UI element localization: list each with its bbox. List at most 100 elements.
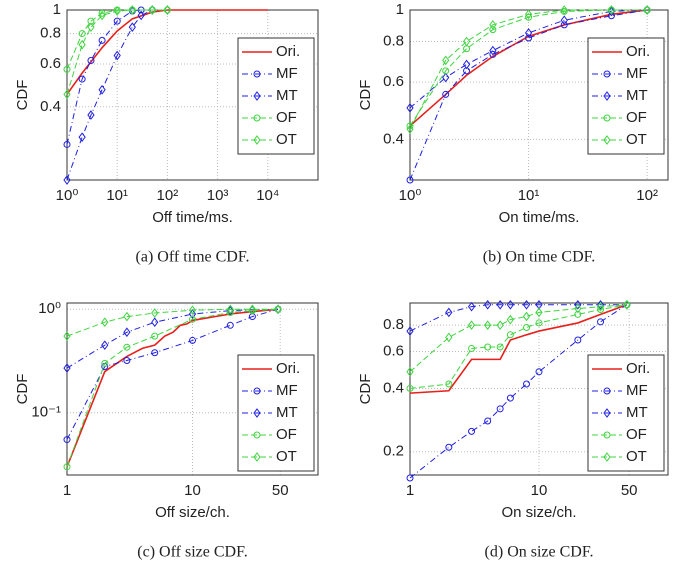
marker (63, 65, 71, 73)
marker (524, 9, 533, 20)
marker (445, 443, 453, 451)
legend-label: MT (276, 404, 298, 421)
marker (574, 303, 582, 314)
legend-label: Ori. (626, 43, 650, 60)
marker (253, 431, 261, 439)
caption: (a) Off time CDF. (136, 249, 250, 266)
legend-label: OF (276, 109, 297, 126)
panel: 1 10 50 0.2 0.4 0.6 0.8 On size/ch. CDF (d) On si… (357, 299, 669, 561)
marker (406, 384, 414, 392)
y-tick-label: 0.4 (383, 130, 404, 147)
series-line (409, 9, 648, 127)
marker (87, 110, 95, 120)
marker (189, 315, 196, 323)
marker (496, 320, 504, 331)
marker (78, 132, 86, 143)
marker (406, 366, 414, 377)
x-axis-label: Off time/ms. (152, 209, 233, 226)
marker (87, 17, 95, 25)
marker (506, 331, 514, 339)
marker (535, 319, 543, 327)
marker (63, 175, 71, 185)
x-axis-label: Off size/ch. (155, 504, 230, 521)
marker (253, 70, 261, 78)
marker (603, 135, 611, 145)
legend-label: MF (626, 382, 648, 399)
marker (406, 474, 414, 482)
y-tick-label: 10⁰ (38, 300, 61, 317)
legend-label: OT (626, 131, 647, 148)
legend: Ori. MF MT OF OT (237, 354, 315, 472)
x-tick-label: 10² (157, 187, 179, 204)
marker (535, 368, 543, 376)
marker (484, 417, 492, 425)
marker (445, 380, 453, 388)
marker (189, 336, 196, 344)
caption: (b) On time CDF. (483, 249, 596, 266)
y-tick-label: 0.8 (40, 25, 61, 42)
x-tick-label: 10² (636, 187, 658, 204)
marker (406, 326, 414, 336)
series-line (409, 304, 627, 389)
x-tick-label: 50 (272, 482, 289, 499)
caption: (c) Off size CDF. (137, 544, 247, 561)
marker (406, 124, 414, 135)
marker (535, 307, 543, 318)
x-axis-label: On time/ms. (499, 209, 580, 226)
marker (489, 45, 497, 56)
marker (442, 90, 450, 98)
x-tick-label: 10³ (207, 187, 229, 204)
marker (603, 452, 611, 462)
marker (597, 318, 605, 326)
series-line (66, 308, 279, 468)
legend-label: OF (626, 109, 647, 126)
marker (560, 5, 568, 15)
x-tick-label: 10¹ (106, 187, 128, 204)
marker (148, 5, 156, 15)
marker (123, 311, 131, 322)
marker (123, 343, 131, 351)
marker (484, 299, 492, 310)
x-tick-label: 10¹ (518, 187, 540, 204)
marker (248, 304, 257, 315)
marker (603, 70, 611, 78)
panel: 10⁰ 10¹ 10² 10³ 10⁴ 0.4 0.6 0.8 1 Off time/ms. CDF… (14, 1, 319, 266)
marker (101, 340, 109, 350)
marker (484, 343, 492, 351)
x-tick-label: 10⁰ (56, 187, 79, 204)
marker (506, 299, 515, 310)
marker (101, 359, 109, 367)
legend-label: MT (276, 87, 298, 104)
y-axis-label: CDF (357, 80, 374, 111)
y-axis-label: CDF (14, 374, 31, 405)
marker (467, 301, 476, 312)
marker (63, 463, 71, 471)
marker (445, 332, 453, 343)
marker (78, 30, 86, 38)
marker (603, 431, 611, 439)
marker (522, 311, 531, 322)
marker (484, 320, 492, 331)
series-line (66, 9, 168, 70)
marker (226, 321, 234, 329)
marker (574, 310, 582, 318)
marker (525, 34, 533, 42)
marker (137, 10, 145, 21)
marker (489, 26, 497, 34)
x-tick-label: 10⁴ (256, 187, 279, 204)
marker (253, 387, 261, 395)
marker (442, 72, 450, 83)
marker (524, 28, 533, 38)
marker (253, 91, 261, 101)
legend-label: OT (626, 448, 647, 465)
y-tick-label: 0.6 (40, 55, 61, 72)
legend-label: MF (626, 65, 648, 82)
marker (506, 394, 514, 402)
marker (522, 380, 530, 388)
legend-box (237, 37, 315, 155)
y-axis-label: CDF (14, 80, 31, 111)
marker (98, 36, 106, 44)
marker (603, 408, 611, 418)
marker (151, 349, 159, 357)
